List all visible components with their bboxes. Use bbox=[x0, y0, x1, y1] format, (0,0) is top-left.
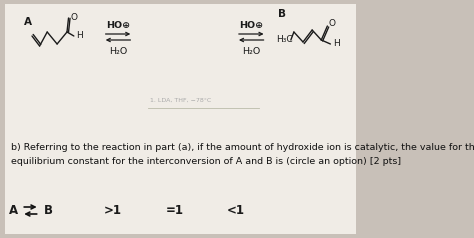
Text: 1. LDA, THF, −78°C: 1. LDA, THF, −78°C bbox=[150, 98, 211, 103]
Text: H₂O: H₂O bbox=[109, 46, 127, 55]
Text: H: H bbox=[333, 40, 339, 49]
Text: A: A bbox=[24, 17, 32, 27]
Text: O: O bbox=[329, 20, 336, 29]
Text: A: A bbox=[9, 203, 18, 217]
Text: <1: <1 bbox=[227, 203, 245, 217]
Text: HO⊕: HO⊕ bbox=[106, 20, 130, 30]
Text: H: H bbox=[76, 31, 83, 40]
Text: HO⊕: HO⊕ bbox=[239, 20, 263, 30]
Text: =1: =1 bbox=[166, 203, 184, 217]
Text: equilibrium constant for the interconversion of A and B is (circle an option) [2: equilibrium constant for the interconver… bbox=[10, 157, 401, 166]
Text: H₂O: H₂O bbox=[242, 46, 260, 55]
Text: b) Referring to the reaction in part (a), if the amount of hydroxide ion is cata: b) Referring to the reaction in part (a)… bbox=[10, 143, 474, 152]
Text: B: B bbox=[44, 203, 53, 217]
Text: H₃C: H₃C bbox=[276, 35, 293, 45]
Text: O: O bbox=[70, 13, 77, 21]
Text: >1: >1 bbox=[104, 203, 122, 217]
Text: B: B bbox=[278, 9, 286, 19]
